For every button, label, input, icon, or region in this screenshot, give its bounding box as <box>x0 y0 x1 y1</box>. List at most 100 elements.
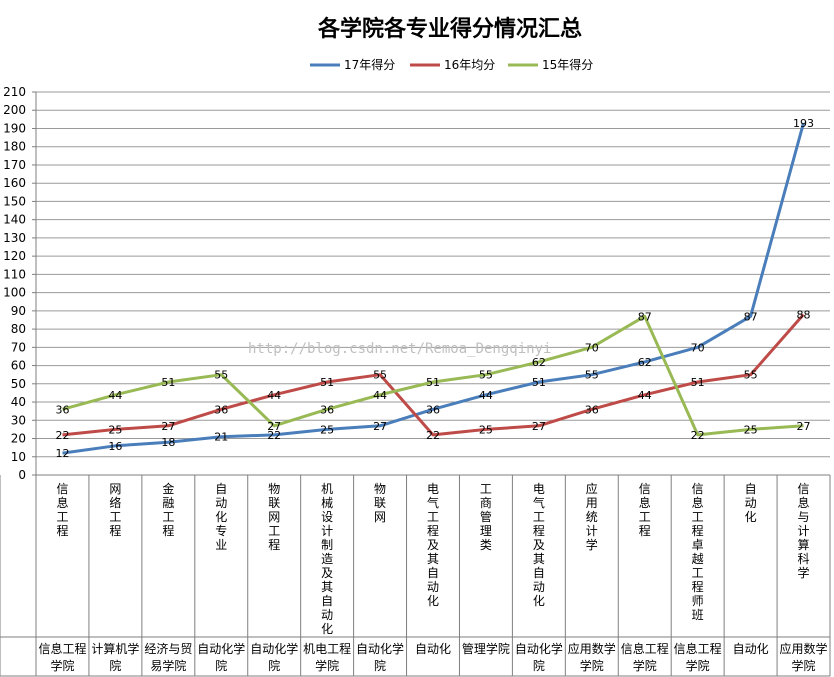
legend-label-3: 15年得分 <box>542 57 593 72</box>
data-label-s1: 51 <box>532 376 546 389</box>
category-college-label: 自动化 <box>415 642 451 656</box>
category-major-label: 自动化 <box>745 482 757 524</box>
y-tick-label: 210 <box>3 85 26 99</box>
series-line-3 <box>62 314 804 437</box>
legend-label-2: 16年均分 <box>444 58 495 72</box>
data-label-s3: 27 <box>797 420 811 433</box>
category-major-label: 信息工程 <box>639 482 651 538</box>
data-label-s3: 62 <box>532 356 546 369</box>
data-label-s2: 36 <box>585 403 599 416</box>
y-tick-label: 70 <box>11 340 26 354</box>
data-label-s2: 25 <box>108 423 122 436</box>
y-tick-label: 130 <box>3 231 26 245</box>
data-label-s1: 87 <box>744 310 758 323</box>
data-labels: 12 16 18 21 22 25 27 36 44 51 55 62 70 87 193 22 25 27 36 4… <box>55 117 814 460</box>
data-label-s1: 25 <box>320 423 334 436</box>
data-label-s1: 55 <box>585 369 599 382</box>
category-major-label: 工商管理类 <box>480 482 492 552</box>
data-label-s3: 51 <box>161 376 175 389</box>
y-tick-label: 120 <box>3 249 26 263</box>
data-label-s1: 36 <box>426 403 440 416</box>
data-label-s2: 51 <box>320 376 334 389</box>
data-label-s2: 22 <box>55 429 69 442</box>
data-label-s1: 44 <box>479 389 493 402</box>
data-label-s2: 22 <box>426 429 440 442</box>
category-college-label: 机电工程学院 <box>303 641 351 673</box>
category-college-label: 管理学院 <box>462 641 510 656</box>
category-major-label: 自动化专业 <box>215 482 227 552</box>
y-tick-label: 0 <box>18 468 26 482</box>
category-college-label: 经济与贸易学院 <box>144 641 192 673</box>
category-major-label: 金融工程 <box>162 481 174 538</box>
category-major-label: 信息工程卓越工程师班 <box>692 482 704 622</box>
data-label-s2: 36 <box>214 403 228 416</box>
data-label-s1: 70 <box>691 341 705 354</box>
y-tick-label: 150 <box>3 194 26 208</box>
category-college-label: 信息工程学院 <box>38 641 86 673</box>
y-tick-label: 200 <box>3 103 26 117</box>
legend-label-1: 17年得分 <box>344 57 395 72</box>
y-tick-label: 30 <box>11 413 26 427</box>
y-tick-label: 160 <box>3 176 26 190</box>
data-label-s3: 87 <box>638 310 652 323</box>
y-tick-label: 180 <box>3 140 26 154</box>
category-college-label: 计算机学院 <box>91 641 139 673</box>
data-label-s1: 12 <box>55 447 69 460</box>
y-tick-label: 90 <box>11 304 26 318</box>
series-line-1 <box>62 122 805 455</box>
data-label-s1: 18 <box>161 436 175 449</box>
data-label-s1: 22 <box>267 429 281 442</box>
category-college-label: 自动化学院 <box>250 641 298 673</box>
y-tick-label: 100 <box>3 286 26 300</box>
data-label-s2: 88 <box>797 309 811 322</box>
category-major-label: 信息工程 <box>56 482 68 538</box>
data-label-s1: 21 <box>214 431 228 444</box>
axes: 0 10 20 30 40 50 60 70 80 90 100 110 120 130 140 150 160… <box>3 85 830 482</box>
data-label-s3: 27 <box>267 420 281 433</box>
category-major-label: 物联网工程 <box>268 482 280 552</box>
series-layer <box>62 122 805 455</box>
y-tick-label: 10 <box>11 450 26 464</box>
data-label-s3: 36 <box>55 403 69 416</box>
category-college-label: 自动化 <box>733 642 769 656</box>
y-tick-label: 80 <box>11 322 26 336</box>
category-college-label: 信息工程学院 <box>674 641 722 673</box>
chart-title: 各学院各专业得分情况汇总 <box>317 16 582 42</box>
data-label-s3: 51 <box>426 376 440 389</box>
y-tick-label: 170 <box>3 158 26 172</box>
category-college-label: 信息工程学院 <box>621 641 669 673</box>
category-major-label: 信息与计算科学 <box>798 482 810 580</box>
y-tick-label: 20 <box>11 432 26 446</box>
data-label-s2: 55 <box>744 369 758 382</box>
y-tick-label: 50 <box>11 377 26 391</box>
category-college-label: 应用数学学院 <box>780 641 828 673</box>
category-college-label: 自动化学院 <box>515 641 563 673</box>
watermark: http://blog.csdn.net/Remoa_Dengqinyi <box>248 341 551 357</box>
data-label-s2: 27 <box>532 420 546 433</box>
category-college-label: 自动化学院 <box>356 641 404 673</box>
y-tick-label: 40 <box>11 395 26 409</box>
data-label-s3: 70 <box>585 341 599 354</box>
data-label-s3: 22 <box>691 429 705 442</box>
data-label-s3: 55 <box>214 369 228 382</box>
data-label-s2: 44 <box>267 389 281 402</box>
category-major-label: 应用统计学 <box>586 481 598 552</box>
data-label-s3: 36 <box>320 403 334 416</box>
category-major-label: 机械设计制造及其自动化 <box>321 482 333 636</box>
data-label-s2: 44 <box>638 389 652 402</box>
category-major-label: 电气工程及其自动化 <box>533 482 545 608</box>
data-label-s2: 51 <box>691 376 705 389</box>
category-college-label: 应用数学学院 <box>568 641 616 673</box>
y-tick-label: 190 <box>3 121 26 135</box>
data-label-s1: 27 <box>373 420 387 433</box>
data-label-s3: 44 <box>108 389 122 402</box>
y-tick-label: 110 <box>3 267 26 281</box>
data-label-s3: 55 <box>479 369 493 382</box>
data-label-s2: 25 <box>479 423 493 436</box>
data-label-s3: 44 <box>373 389 387 402</box>
category-major-label: 网络工程 <box>109 482 121 538</box>
category-major-label: 电气工程及其自动化 <box>427 482 439 608</box>
